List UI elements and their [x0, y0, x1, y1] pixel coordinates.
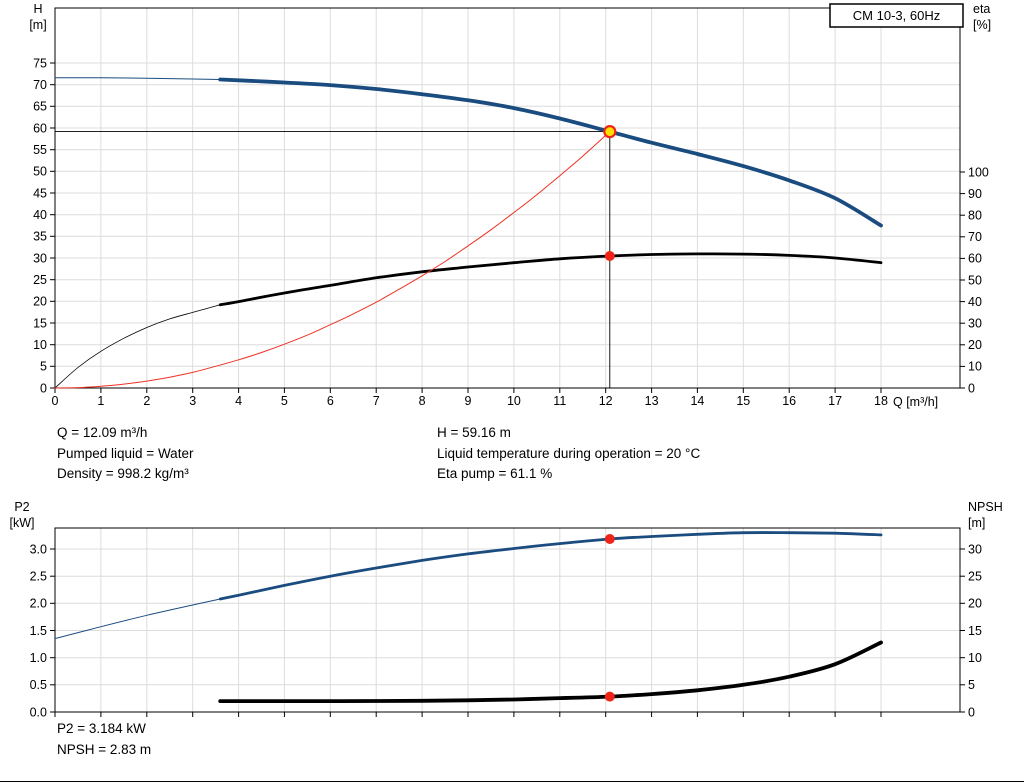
operating-data-left-column: Q = 12.09 m³/h Pumped liquid = Water Den…: [57, 423, 193, 485]
x-tick-label: 13: [645, 394, 659, 408]
head-curve: [218, 77, 883, 228]
y-left-tick-label: 40: [33, 208, 47, 222]
y-left-tick-label: 35: [33, 230, 47, 244]
x-tick-label: 7: [373, 394, 380, 408]
x-tick-label: 1: [97, 394, 104, 408]
y-right-tick-label: 25: [968, 570, 982, 584]
y-right-tick-label: 80: [968, 209, 982, 223]
p2-power-curve-thin: [54, 598, 221, 640]
pump-model-label: CM 10-3, 60Hz: [853, 8, 940, 23]
x-tick-label: 14: [690, 394, 704, 408]
npsh-curve: [218, 640, 883, 704]
system-curve-curve: [54, 131, 611, 389]
y-left-axis-unit: [kW]: [10, 516, 35, 530]
pump-model-box: [829, 3, 964, 28]
y-left-tick-label: 5: [40, 360, 47, 374]
density-readout: Density = 998.2 kg/m³: [57, 466, 189, 482]
y-left-tick-label: 20: [33, 295, 47, 309]
pumped-liquid-readout: Pumped liquid = Water: [57, 445, 194, 461]
npsh-readout: NPSH = 2.83 m: [57, 741, 152, 757]
y-left-tick-label: 45: [33, 186, 47, 200]
operating-data-right-column: H = 59.16 m Liquid temperature during op…: [437, 423, 700, 485]
p2-power-curve: [218, 531, 883, 601]
y-left-tick-label: 3.0: [30, 542, 47, 556]
y-left-tick-label: 1.0: [30, 651, 47, 665]
y-left-tick-label: 0.5: [30, 678, 47, 692]
x-tick-label: 12: [599, 394, 613, 408]
y-left-tick-label: 25: [33, 273, 47, 287]
y-left-tick-label: 70: [33, 78, 47, 92]
x-tick-label: 2: [143, 394, 150, 408]
y-right-axis-title: NPSH: [968, 500, 1003, 514]
y-left-axis-unit: [m]: [29, 18, 46, 32]
y-left-tick-label: 15: [33, 316, 47, 330]
x-tick-label: 10: [507, 394, 521, 408]
y-left-tick-label: 75: [33, 56, 47, 70]
y-left-tick-label: 0.0: [30, 705, 47, 719]
y-right-tick-label: 70: [968, 230, 982, 244]
x-tick-label: 4: [235, 394, 242, 408]
efficiency-curve: [218, 252, 883, 307]
x-tick-label: 3: [189, 394, 196, 408]
plot-frame: [54, 7, 961, 389]
y-right-tick-label: 0: [968, 381, 975, 395]
y-right-axis-unit: [%]: [973, 18, 991, 32]
y-left-axis-title: H: [33, 2, 42, 16]
head-curve-thin: [54, 77, 221, 80]
y-right-tick-label: 30: [968, 542, 982, 556]
eta-pump-readout: Eta pump = 61.1 %: [437, 466, 553, 482]
duty-point-npsh-marker: [604, 691, 615, 702]
y-right-tick-label: 10: [968, 651, 982, 665]
x-tick-label: 17: [828, 394, 842, 408]
x-tick-label: 16: [782, 394, 796, 408]
y-right-tick-label: 40: [968, 295, 982, 309]
x-tick-label: 15: [736, 394, 750, 408]
duty-point-head-marker: [603, 125, 617, 139]
y-left-axis-title: P2: [14, 500, 29, 514]
duty-point-efficiency-marker: [604, 251, 615, 261]
y-right-tick-label: 20: [968, 597, 982, 611]
p2-readout: P2 = 3.184 kW: [57, 721, 146, 736]
plot-frame: [54, 527, 961, 713]
x-axis-title: Q [m³/h]: [893, 395, 938, 409]
efficiency-curve-thin: [54, 304, 221, 389]
y-right-tick-label: 0: [968, 705, 975, 719]
liquid-temperature-readout: Liquid temperature during operation = 20…: [437, 445, 701, 461]
y-left-tick-label: 55: [33, 143, 47, 157]
x-tick-label: 0: [52, 394, 59, 408]
y-right-axis-unit: [m]: [968, 516, 985, 530]
y-right-tick-label: 30: [968, 317, 982, 331]
x-tick-label: 11: [553, 394, 566, 408]
x-tick-label: 18: [874, 394, 888, 408]
y-left-tick-label: 2.0: [30, 597, 47, 611]
y-left-tick-label: 65: [33, 100, 47, 114]
duty-point-p2-marker: [604, 534, 615, 544]
y-left-tick-label: 1.5: [30, 624, 47, 638]
y-right-tick-label: 20: [968, 338, 982, 352]
y-right-tick-label: 60: [968, 252, 982, 266]
head-readout: H = 59.16 m: [437, 425, 511, 440]
y-left-tick-label: 10: [33, 338, 47, 352]
x-tick-label: 5: [281, 394, 288, 408]
operating-data-bottom-column: P2 = 3.184 kW NPSH = 2.83 m: [57, 719, 151, 760]
y-right-tick-label: 100: [968, 165, 989, 179]
x-tick-label: 8: [419, 394, 426, 408]
power-npsh-chart: 0.0 0.5 1.0 1.5 2.0 2.5 3.0 0 5 10 15 20 25 30 P2 [kW] N…: [10, 500, 1003, 719]
y-right-tick-label: 90: [968, 187, 982, 201]
flow-readout: Q = 12.09 m³/h: [57, 425, 148, 440]
y-left-tick-label: 50: [33, 165, 47, 179]
y-right-tick-label: 15: [968, 624, 982, 638]
y-left-tick-label: 30: [33, 251, 47, 265]
y-right-tick-label: 10: [968, 360, 982, 374]
x-tick-label: 9: [465, 394, 472, 408]
head-efficiency-chart: 0510152025303540455055606570750102030405…: [29, 2, 991, 409]
y-right-tick-label: 50: [968, 273, 982, 287]
y-right-axis-title: eta: [973, 2, 990, 16]
y-right-tick-label: 5: [968, 678, 975, 692]
y-left-tick-label: 2.5: [30, 570, 47, 584]
y-left-tick-label: 60: [33, 121, 47, 135]
x-tick-label: 6: [327, 394, 334, 408]
y-left-tick-label: 0: [40, 381, 47, 395]
